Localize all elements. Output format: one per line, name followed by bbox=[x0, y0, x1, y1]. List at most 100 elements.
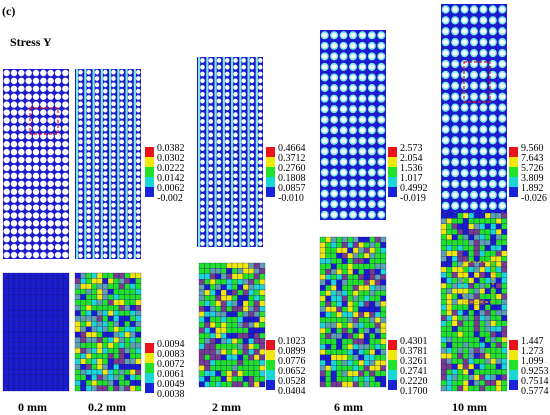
mesh-cell bbox=[259, 284, 266, 291]
mesh-cell bbox=[473, 250, 480, 257]
hole bbox=[258, 71, 263, 77]
mesh-cell bbox=[113, 294, 120, 300]
mesh-cell bbox=[41, 310, 48, 317]
mesh-cell bbox=[319, 381, 326, 388]
mesh-cell bbox=[209, 327, 216, 334]
mesh-cell bbox=[24, 331, 31, 338]
mesh-cell bbox=[46, 288, 53, 295]
hole bbox=[369, 191, 375, 196]
mesh-cell bbox=[35, 331, 42, 338]
mesh-cell bbox=[473, 223, 480, 230]
mesh-cell bbox=[24, 288, 31, 295]
mesh-cell bbox=[8, 364, 15, 370]
mesh-cell bbox=[85, 353, 92, 359]
mesh-cell bbox=[451, 282, 458, 289]
mesh-cell bbox=[369, 285, 376, 291]
mesh-cell bbox=[495, 326, 502, 332]
hole bbox=[216, 146, 222, 152]
mesh-cell bbox=[479, 239, 486, 246]
mesh-cell bbox=[374, 285, 381, 291]
mesh-cell bbox=[2, 358, 9, 365]
hole bbox=[461, 28, 468, 34]
mesh-cell bbox=[369, 344, 376, 350]
hole bbox=[119, 139, 124, 145]
bottom-mesh-0 bbox=[2, 272, 70, 392]
mesh-cell bbox=[107, 305, 114, 311]
mesh-cell bbox=[46, 364, 53, 370]
mesh-cell bbox=[336, 290, 343, 297]
mesh-cell bbox=[41, 283, 48, 290]
hole bbox=[216, 241, 222, 247]
mesh-cell bbox=[52, 364, 59, 370]
hole bbox=[103, 82, 108, 88]
hole bbox=[208, 173, 213, 179]
mesh-cell bbox=[369, 317, 376, 323]
hole bbox=[40, 164, 47, 172]
mesh-cell bbox=[446, 212, 453, 219]
mesh-cell bbox=[129, 337, 136, 343]
mesh-cell bbox=[80, 385, 87, 392]
mesh-cell bbox=[495, 256, 502, 262]
mesh-cell bbox=[19, 342, 26, 349]
hole bbox=[10, 236, 18, 243]
mesh-cell bbox=[80, 326, 87, 333]
mesh-cell bbox=[118, 272, 125, 279]
hole bbox=[3, 220, 10, 227]
mesh-cell bbox=[46, 385, 53, 392]
mesh-cell bbox=[380, 301, 387, 307]
mesh-cell bbox=[358, 258, 365, 264]
mesh-cell bbox=[319, 236, 326, 243]
mesh-cell bbox=[490, 326, 497, 332]
hole bbox=[136, 101, 141, 107]
mesh-cell bbox=[473, 256, 480, 262]
hole bbox=[40, 69, 47, 77]
mesh-cell bbox=[57, 337, 64, 343]
hole bbox=[136, 209, 141, 214]
mesh-cell bbox=[220, 376, 227, 382]
hole bbox=[225, 227, 230, 233]
mesh-cell bbox=[380, 317, 387, 323]
legend-swatch bbox=[388, 370, 397, 380]
mesh-cell bbox=[473, 266, 480, 273]
hole bbox=[47, 141, 54, 148]
mesh-cell bbox=[74, 353, 81, 359]
mesh-cell bbox=[209, 332, 216, 339]
mesh-cell bbox=[358, 381, 365, 388]
hole bbox=[103, 88, 108, 94]
mesh-cell bbox=[24, 337, 31, 343]
mesh-cell bbox=[242, 354, 249, 361]
hole bbox=[94, 126, 100, 132]
mesh-cell bbox=[330, 360, 337, 366]
hole bbox=[216, 186, 222, 192]
hole bbox=[200, 200, 205, 206]
panel-label: (c) bbox=[2, 4, 15, 18]
hole bbox=[136, 158, 141, 164]
mesh-cell bbox=[462, 363, 469, 370]
mesh-cell bbox=[325, 290, 332, 297]
mesh-cell bbox=[363, 247, 370, 254]
mesh-cell bbox=[102, 347, 109, 354]
mesh-cell bbox=[352, 354, 359, 361]
mesh-cell bbox=[336, 274, 343, 280]
hole bbox=[331, 212, 337, 218]
mesh-cell bbox=[336, 242, 343, 248]
mesh-cell bbox=[198, 284, 205, 291]
mesh-cell bbox=[363, 279, 370, 286]
hole bbox=[25, 236, 32, 243]
mesh-cell bbox=[41, 305, 48, 311]
mesh-cell bbox=[352, 322, 359, 329]
mesh-cell bbox=[2, 272, 9, 279]
hole bbox=[249, 207, 255, 213]
stripe bbox=[255, 57, 258, 247]
mesh-cell bbox=[118, 315, 125, 322]
hole bbox=[443, 181, 449, 187]
mesh-cell bbox=[369, 370, 376, 377]
mesh-cell bbox=[242, 327, 249, 334]
mesh-cell bbox=[446, 277, 453, 284]
hole bbox=[225, 57, 230, 63]
legend-tick-label: 0.0061 bbox=[157, 369, 185, 380]
mesh-cell bbox=[490, 223, 497, 230]
mesh-cell bbox=[440, 363, 447, 370]
hole bbox=[200, 186, 205, 192]
mesh-cell bbox=[204, 343, 211, 350]
